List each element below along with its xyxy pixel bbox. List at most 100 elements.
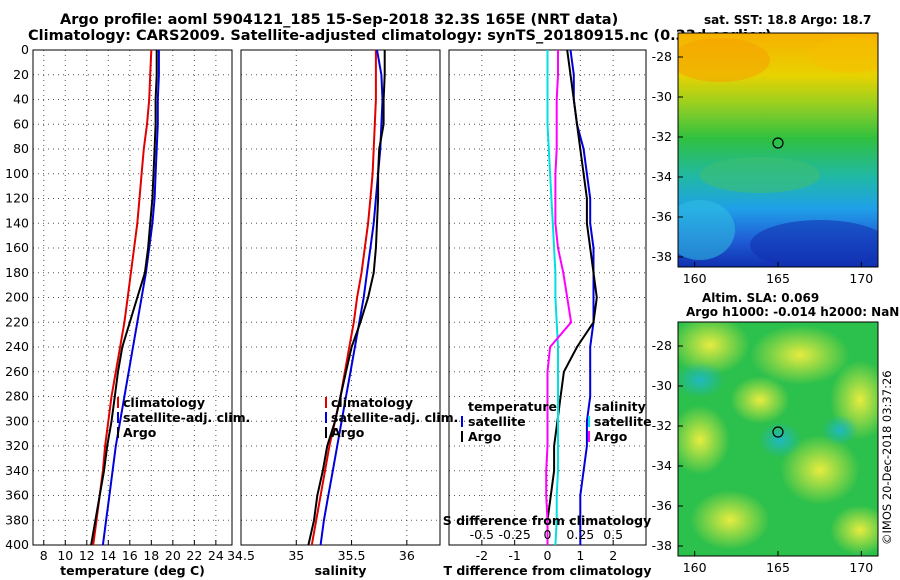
map-y-tick-label: -28	[652, 49, 672, 64]
series-line-s-argo	[545, 50, 573, 545]
map-y-tick-label: -30	[652, 89, 672, 104]
title-line-1: Argo profile: aoml 5904121_185 15-Sep-20…	[60, 12, 619, 28]
legend-label: climatology	[123, 395, 205, 410]
series-line-t-argo	[546, 49, 598, 545]
imos-watermark: ©IMOS 20-Dec-2018 03:37:26	[880, 370, 894, 545]
map-x-tick-label: 165	[766, 560, 790, 575]
map-x-tick-label: 160	[683, 560, 707, 575]
x-axis-label: salinity	[315, 563, 367, 578]
map-axes-4: 160 165 170 -28 -30 -32 -34 -36 -38	[652, 338, 874, 575]
legend-label: satellite-adj. clim.	[331, 410, 458, 425]
y-tick-label: 120	[5, 191, 29, 206]
profile-panel-2: 34.5 35 35.5 36 salinity climatologysatellite…	[227, 49, 458, 578]
series-line-climatology	[92, 49, 153, 546]
x-tick-label: -1	[508, 548, 520, 563]
map-y-tick-label: -28	[652, 338, 672, 353]
series-line-argo	[90, 50, 158, 546]
map-x-tick-label: 170	[849, 560, 873, 575]
map-y-tick-label: -30	[652, 378, 672, 393]
map-y-tick-label: -32	[652, 129, 672, 144]
x-axis-label: T difference from climatology	[443, 563, 651, 578]
y-tick-label: 20	[13, 67, 29, 82]
legend-label: climatology	[331, 395, 413, 410]
sla-map-argo-marker	[772, 426, 784, 438]
x-tick-label: -2	[476, 548, 488, 563]
secondary-x-tick-label: -0.25	[498, 527, 530, 542]
profile-panel-1: 8 10 12 14 16 18 20 22 2402040608010012014016018…	[5, 42, 250, 578]
y-tick-label: 300	[5, 413, 29, 428]
y-tick-label: 220	[5, 314, 29, 329]
series-line-argo	[307, 50, 386, 546]
legend-label: satellite	[594, 414, 652, 429]
y-tick-label: 60	[13, 116, 29, 131]
y-tick-label: 320	[5, 438, 29, 453]
legend-title-salinity: salinity	[594, 399, 646, 414]
series-line-t-satellite	[569, 49, 595, 545]
legend-label: satellite	[468, 414, 526, 429]
secondary-x-tick-label: 0.5	[603, 527, 623, 542]
y-tick-label: 360	[5, 488, 29, 503]
series-line-s-satellite	[546, 50, 559, 546]
legend-label: Argo	[594, 429, 628, 444]
y-tick-label: 200	[5, 290, 29, 305]
x-axis-label: temperature (deg C)	[60, 563, 205, 578]
y-tick-label: 380	[5, 512, 29, 527]
y-tick-label: 180	[5, 265, 29, 280]
map-y-tick-label: -32	[652, 418, 672, 433]
secondary-x-axis-label: S difference from climatology	[443, 513, 652, 528]
y-tick-label: 40	[13, 92, 29, 107]
x-tick-label: 24	[208, 548, 224, 563]
profile-panel-3: -2 -1 0 1 2T difference from climatology temp…	[443, 49, 652, 578]
sla-map-subtitle: Argo h1000: -0.014 h2000: NaN	[686, 305, 900, 319]
map-y-tick-label: -38	[652, 538, 672, 553]
panel-frame	[240, 49, 441, 546]
map-x-tick-label: 160	[683, 271, 707, 286]
map-x-tick-label: 165	[766, 271, 790, 286]
y-tick-label: 80	[13, 141, 29, 156]
sst-map	[677, 32, 879, 268]
secondary-x-tick-label: -0.5	[470, 527, 494, 542]
panel-frame	[32, 49, 233, 546]
y-tick-label: 280	[5, 389, 29, 404]
title-line-2: Climatology: CARS2009. Satellite-adjuste…	[28, 28, 772, 44]
x-tick-label: 0	[544, 548, 552, 563]
secondary-x-tick-label: 0	[544, 527, 552, 542]
series-line-satellite-adj-clim-	[319, 49, 384, 546]
y-tick-label: 400	[5, 537, 29, 552]
y-tick-label: 0	[21, 42, 29, 57]
x-tick-label: 8	[40, 548, 48, 563]
x-tick-label: 14	[100, 548, 116, 563]
x-tick-label: 35	[288, 548, 304, 563]
y-tick-label: 340	[5, 463, 29, 478]
x-tick-label: 22	[186, 548, 202, 563]
x-tick-label: 34.5	[227, 548, 255, 563]
x-tick-label: 12	[79, 548, 95, 563]
y-tick-label: 160	[5, 240, 29, 255]
map-y-tick-label: -36	[652, 209, 672, 224]
legend-label: Argo	[468, 429, 502, 444]
x-tick-label: 10	[57, 548, 73, 563]
map-y-tick-label: -34	[652, 169, 672, 184]
x-tick-label: 36	[399, 548, 415, 563]
sla-map	[677, 321, 879, 557]
y-tick-label: 240	[5, 339, 29, 354]
map-y-tick-label: -34	[652, 458, 672, 473]
sst-map-argo-marker	[772, 137, 784, 149]
map-y-tick-label: -36	[652, 498, 672, 513]
x-tick-label: 16	[122, 548, 138, 563]
x-tick-label: 20	[165, 548, 181, 563]
sst-map-title: sat. SST: 18.8 Argo: 18.7	[704, 13, 872, 27]
map-x-tick-label: 170	[849, 271, 873, 286]
legend-label: satellite-adj. clim.	[123, 410, 250, 425]
y-tick-label: 100	[5, 166, 29, 181]
map-y-tick-label: -38	[652, 249, 672, 264]
secondary-x-tick-label: 0.25	[566, 527, 594, 542]
map-axes-3: 160 165 170 -28 -30 -32 -34 -36 -38	[652, 49, 874, 286]
legend-label: Argo	[331, 425, 365, 440]
series-line-climatology	[310, 50, 377, 546]
x-tick-label: 35.5	[338, 548, 366, 563]
y-tick-label: 140	[5, 215, 29, 230]
y-tick-label: 260	[5, 364, 29, 379]
legend-label: Argo	[123, 425, 157, 440]
